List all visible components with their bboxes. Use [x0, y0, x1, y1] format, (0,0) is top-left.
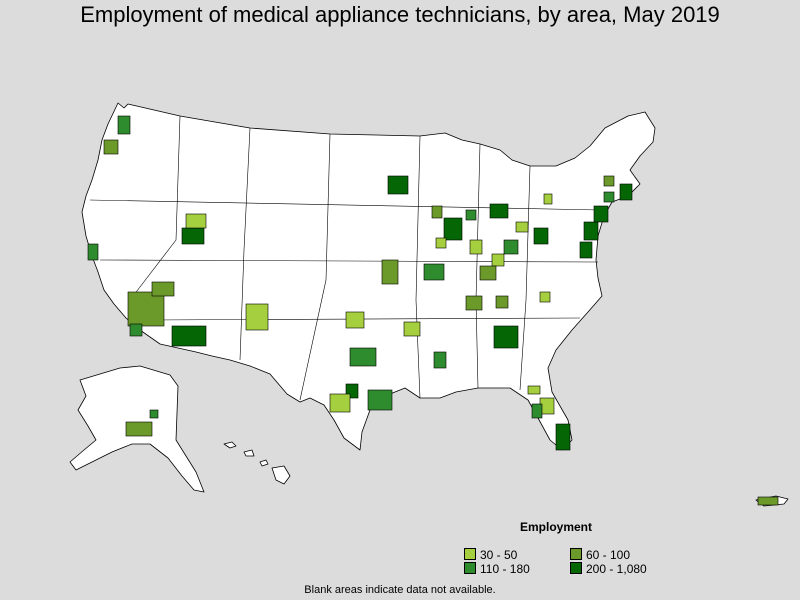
- legend-label: 30 - 50: [480, 548, 518, 562]
- area-charlotte: [539, 291, 551, 303]
- area-miami: [555, 423, 571, 451]
- area-san-diego: [129, 323, 143, 337]
- area-st-louis: [423, 263, 445, 281]
- area-puerto-rico: [757, 496, 779, 506]
- area-seattle: [117, 115, 131, 135]
- area-michigan-west: [465, 209, 477, 221]
- area-jackson: [433, 351, 447, 369]
- legend-label: 60 - 100: [586, 548, 631, 562]
- area-philadelphia: [583, 221, 599, 241]
- area-minneapolis: [387, 175, 409, 195]
- legend-item: 30 - 50: [464, 548, 517, 562]
- legend-label: 110 - 180: [480, 562, 530, 576]
- area-boise-north: [185, 213, 207, 229]
- area-milwaukee: [431, 205, 443, 219]
- area-cleveland: [515, 221, 529, 233]
- area-tampa: [531, 403, 543, 419]
- area-new-york: [593, 205, 609, 223]
- area-knoxville: [495, 295, 509, 309]
- area-san-antonio: [329, 393, 351, 413]
- area-jacksonville: [527, 385, 541, 395]
- legend-swatch-60-100: [570, 548, 582, 560]
- map-title: Employment of medical appliance technici…: [80, 2, 720, 27]
- legend-item: 110 - 180: [464, 562, 530, 576]
- blank-areas-note: Blank areas indicate data not available.: [304, 584, 496, 596]
- legend-swatch-30-50: [464, 548, 476, 560]
- hawaii-islands: [223, 441, 291, 485]
- legend-item: 60 - 100: [570, 548, 630, 562]
- area-alaska-small: [149, 409, 159, 419]
- area-indianapolis: [469, 239, 483, 255]
- area-portland: [103, 139, 119, 155]
- area-salt-lake: [181, 227, 205, 245]
- area-dallas: [349, 347, 377, 367]
- area-chicago: [443, 217, 463, 241]
- area-albany: [603, 175, 615, 187]
- area-rochester: [543, 193, 553, 205]
- area-nashville: [465, 295, 483, 311]
- legend-item: 200 - 1,080: [570, 562, 647, 576]
- legend-swatch-110-180: [464, 562, 476, 574]
- area-hartford: [603, 191, 615, 203]
- legend-label: 200 - 1,080: [586, 562, 647, 576]
- area-detroit: [489, 203, 509, 219]
- area-cincinnati: [491, 253, 505, 267]
- area-atlanta: [493, 325, 519, 349]
- area-louisville: [479, 265, 497, 281]
- area-las-vegas: [151, 281, 175, 297]
- area-oklahoma-city: [345, 311, 365, 329]
- legend-swatch-200-1080: [570, 562, 582, 574]
- area-columbus: [503, 239, 519, 255]
- area-albuquerque: [245, 303, 269, 331]
- area-tulsa-south: [403, 321, 421, 337]
- area-boston: [619, 183, 633, 201]
- legend-title: Employment: [520, 520, 593, 534]
- area-alaska-anchorage: [125, 421, 153, 437]
- area-sf-bay: [87, 243, 99, 261]
- area-phoenix: [171, 325, 207, 347]
- area-los-angeles: [127, 291, 165, 327]
- area-kansas-city: [381, 259, 399, 285]
- area-houston: [367, 389, 393, 411]
- area-springfield-il: [435, 237, 447, 249]
- area-washington: [579, 241, 593, 259]
- area-pittsburgh: [533, 227, 549, 245]
